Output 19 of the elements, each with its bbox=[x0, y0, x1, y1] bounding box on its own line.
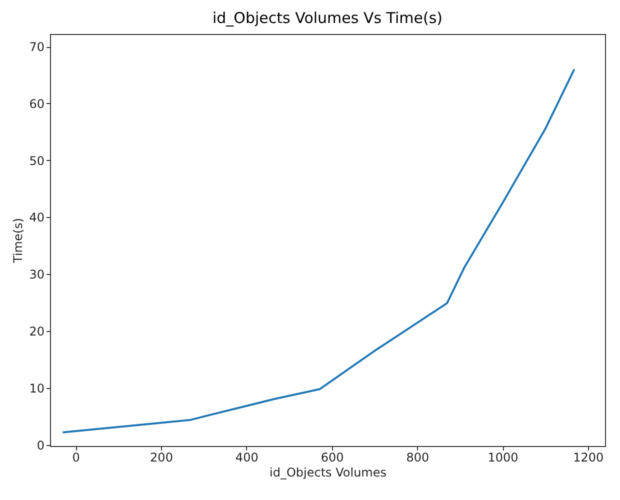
y-tick-label: 30 bbox=[29, 268, 44, 282]
line-series bbox=[62, 68, 576, 434]
y-tick-label: 60 bbox=[29, 96, 44, 111]
x-tick-label: 600 bbox=[320, 450, 344, 464]
x-axis-title: id_Objects Volumes bbox=[270, 466, 386, 480]
y-tick-label: 20 bbox=[29, 324, 44, 339]
y-tick-label: 40 bbox=[29, 210, 44, 225]
y-tick-label: 0 bbox=[36, 438, 44, 452]
chart-title: id_Objects Volumes Vs Time(s) bbox=[212, 9, 443, 27]
x-tick-label: 1200 bbox=[573, 450, 604, 464]
x-tick-label: 200 bbox=[150, 450, 173, 464]
y-tick-label: 70 bbox=[29, 40, 44, 54]
y-tick-label: 50 bbox=[29, 154, 44, 168]
x-tick-label: 400 bbox=[235, 450, 258, 464]
y-axis-title: Time(s) bbox=[11, 218, 26, 264]
x-tick-label: 1000 bbox=[488, 450, 518, 464]
x-tick-label: 0 bbox=[72, 450, 80, 464]
y-tick-label: 10 bbox=[29, 381, 44, 396]
x-tick-label: 800 bbox=[406, 450, 430, 464]
